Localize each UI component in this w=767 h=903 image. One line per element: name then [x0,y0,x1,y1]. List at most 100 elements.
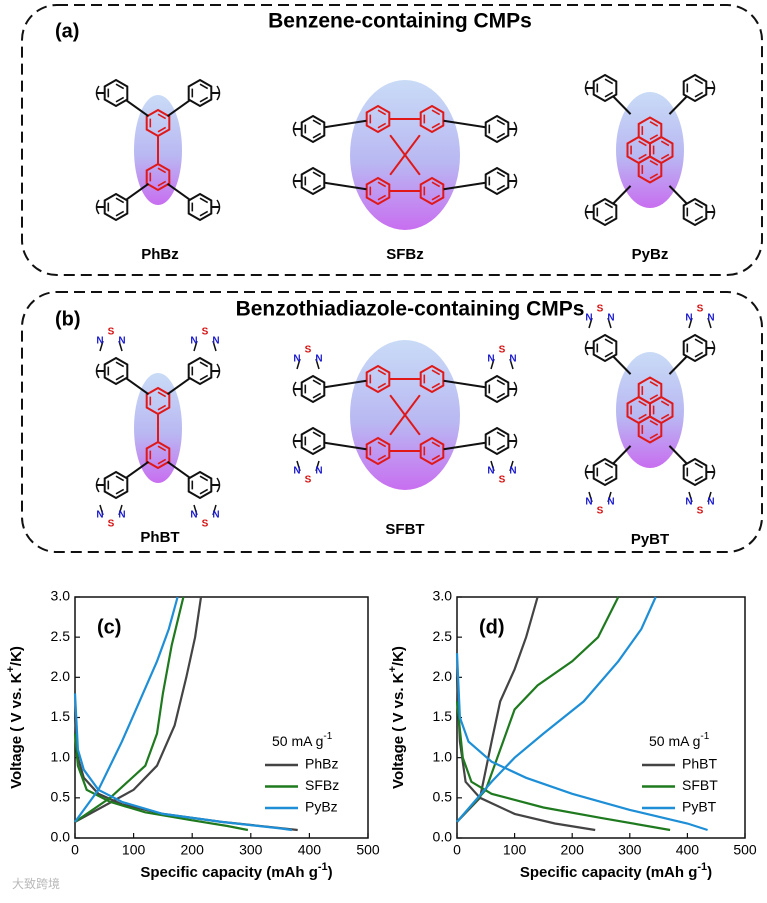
ring [484,114,510,144]
ring [484,374,510,404]
spiro-bond [389,154,406,176]
ring [187,78,213,108]
bond [443,379,486,389]
atom-s: S [697,304,704,315]
spiro-bond [404,154,421,176]
molecule-name: SFBT [385,521,424,538]
legend-title: 50 mA g-1 [649,731,710,749]
molecule-name: PyBz [632,246,669,263]
x-tick-label: 500 [733,842,757,858]
y-tick-label: 1.0 [51,748,71,764]
atom-s: S [499,475,506,486]
bracket [216,477,221,493]
double-bond [369,441,387,461]
ring [592,457,618,487]
atom-n: N [212,336,219,347]
ring [103,78,129,108]
x-tick-label: 100 [122,842,146,858]
double-bond [630,400,647,420]
atom-n: N [96,336,103,347]
thiadiazole [490,460,514,472]
thiadiazole [490,358,514,370]
double-bond [488,431,506,451]
atom-n: N [315,354,322,365]
legend-label: SFBT [682,777,718,793]
y-axis-label-sup: + [5,666,17,672]
bond [166,460,192,480]
atom-n: N [607,497,614,508]
atom-s: S [202,519,209,530]
atom-n: N [607,313,614,324]
thiadiazole [193,504,217,516]
double-bond [369,181,387,201]
double-bond [686,462,704,482]
series-line [455,596,671,832]
panel-box [21,4,763,276]
y-tick-label: 2.0 [433,668,453,684]
bracket [95,363,100,379]
bracket [711,340,716,356]
ring [682,333,708,363]
x-axis-label-end: ) [707,864,712,881]
double-bond [596,338,614,358]
atom-s: S [305,345,312,356]
double-bond [107,475,125,495]
x-tick-label: 500 [356,842,380,858]
x-tick-label: 300 [239,842,263,858]
double-bond [423,441,441,461]
ring [637,415,663,444]
bracket [292,173,297,189]
legend-title-text: 50 mA g [649,733,700,749]
double-bond [149,113,167,133]
bond [324,181,367,191]
double-bond [149,167,167,187]
x-tick-label: 200 [181,842,205,858]
bond [166,376,192,396]
atom-n: N [707,313,714,324]
y-tick-label: 2.0 [51,668,71,684]
ring [187,356,213,386]
legend-title: 50 mA g-1 [272,731,333,749]
double-bond [488,379,506,399]
spiro-bond [404,134,421,156]
molecule-name: PhBz [141,246,179,263]
atom-n: N [509,466,516,477]
double-bond [596,78,614,98]
ring [103,470,129,500]
double-bond [304,431,322,451]
ring [145,162,171,192]
atom-n: N [487,354,494,365]
bracket [711,80,716,96]
spiro-bond [389,134,406,156]
thiadiazole [688,317,712,329]
series-line [455,596,708,832]
double-bond [641,121,659,140]
x-tick-label: 100 [503,842,527,858]
ring [103,356,129,386]
double-bond [641,381,659,400]
double-bond [423,181,441,201]
double-bond [191,361,209,381]
double-bond [369,369,387,389]
bond [668,185,688,205]
ring [187,192,213,222]
ring [637,376,663,405]
bond [324,119,367,129]
atom-n: N [509,354,516,365]
bond [166,98,192,118]
panel-title: Benzene-containing CMPs [268,10,532,33]
ring [419,364,445,394]
ring [419,104,445,134]
legend-label: PhBT [682,756,717,772]
double-bond [149,391,167,411]
x-axis-label: Specific capacity (mAh g-1) [520,861,712,881]
ring [419,176,445,206]
y-axis-label-sup: + [387,666,399,672]
bracket [292,381,297,397]
atom-n: N [118,510,125,521]
double-bond [652,400,670,420]
ring [592,73,618,103]
thiadiazole [688,491,712,503]
x-axis-label-sup: -1 [318,861,328,873]
bond [324,441,367,451]
